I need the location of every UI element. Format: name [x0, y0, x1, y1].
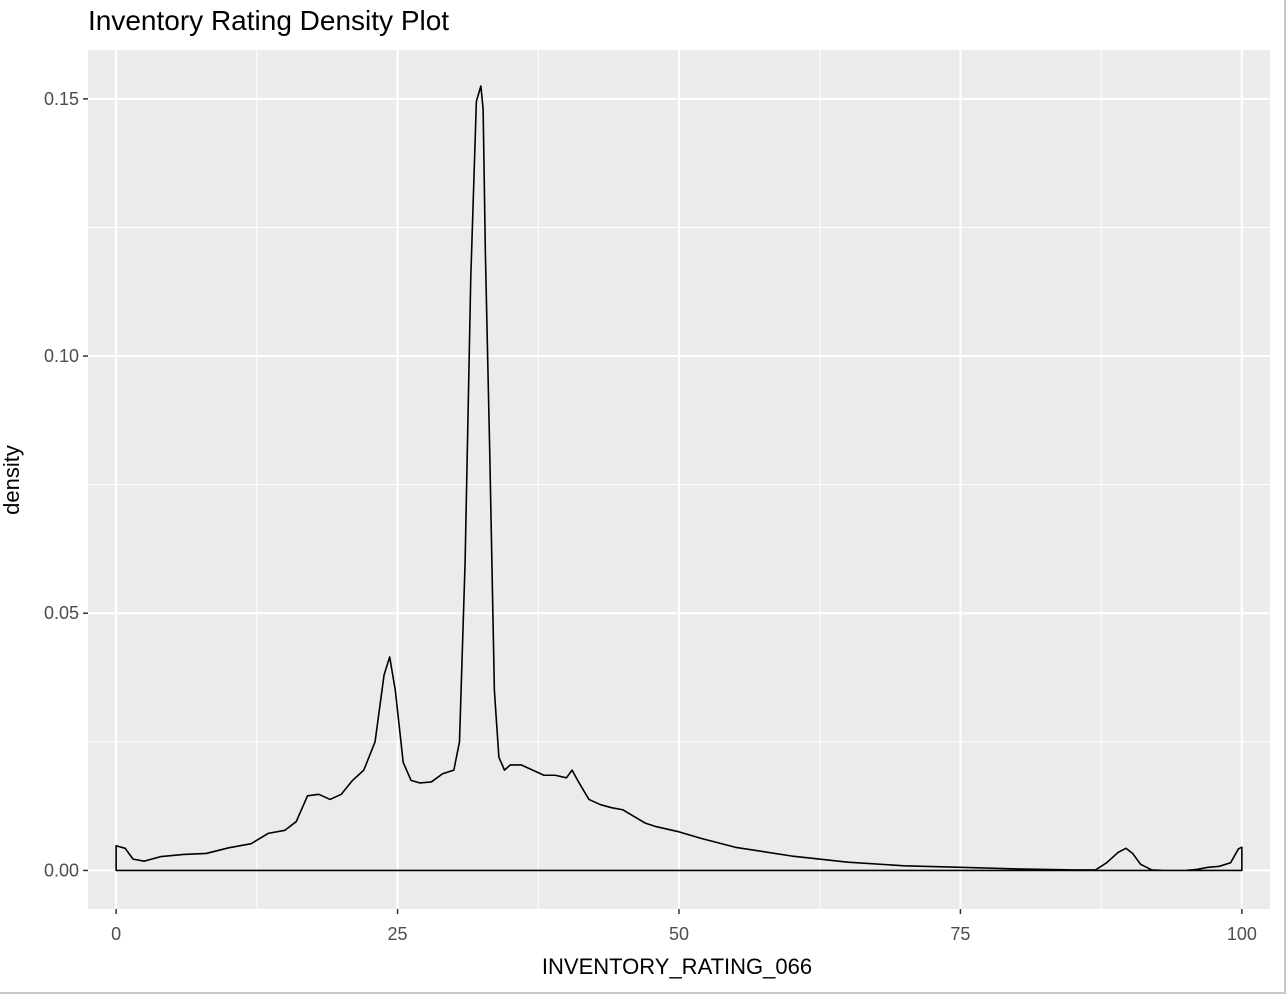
density-curve [115, 85, 1243, 872]
x-tick-label: 100 [1227, 924, 1257, 944]
x-tick-label: 25 [388, 924, 408, 944]
y-tick-label: 0.00 [44, 860, 79, 880]
y-tick-label: 0.05 [44, 603, 79, 623]
chart-title: Inventory Rating Density Plot [88, 5, 449, 36]
y-tick-label: 0.15 [44, 89, 79, 109]
y-tick-label: 0.10 [44, 346, 79, 366]
y-axis-title: density [0, 445, 24, 515]
x-tick-label: 0 [111, 924, 121, 944]
x-tick-label: 75 [950, 924, 970, 944]
x-axis-title: INVENTORY_RATING_066 [542, 954, 812, 979]
y-axis-ticks: 0.00 0.05 0.10 0.15 [44, 89, 88, 880]
major-gridlines [88, 50, 1270, 909]
x-axis-ticks: 0 25 50 75 100 [111, 909, 1257, 944]
x-tick-label: 50 [669, 924, 689, 944]
